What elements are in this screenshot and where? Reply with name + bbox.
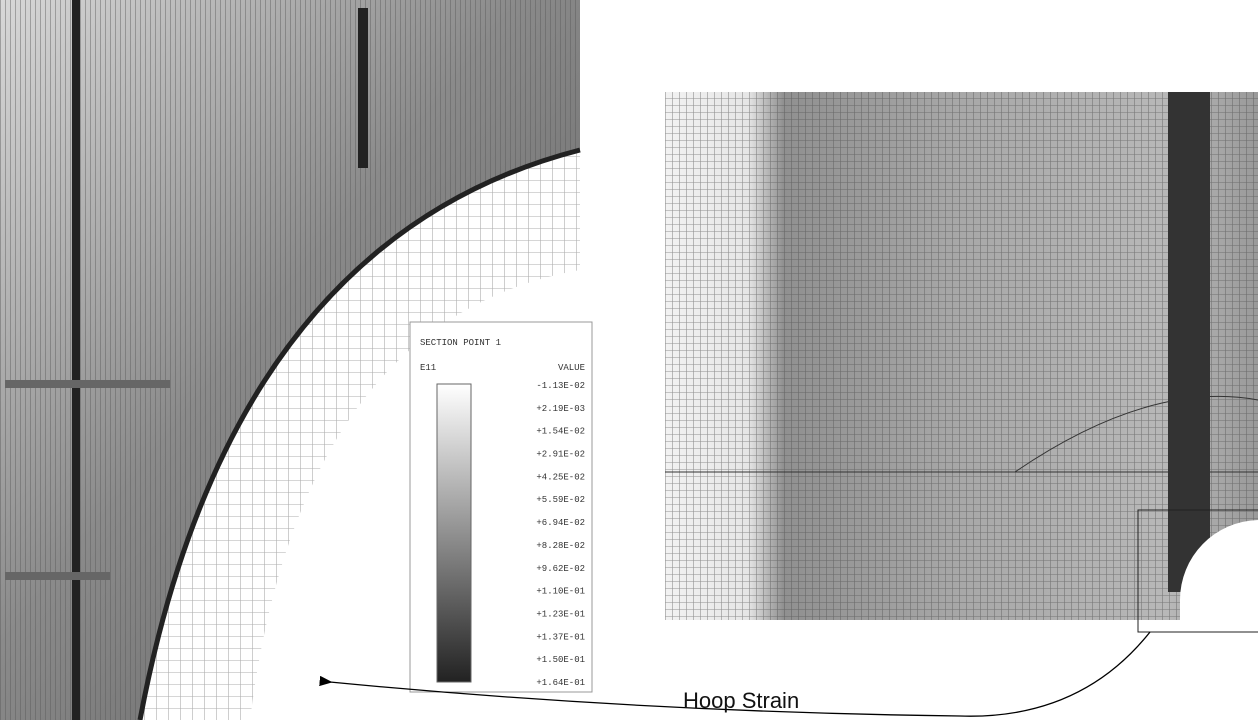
legend-entry: +1.54E-02 [536, 427, 585, 437]
callout-arrow [319, 631, 1151, 717]
legend: SECTION POINT 1 E11 VALUE -1.13E-02 +2.19… [409, 321, 593, 693]
legend-entry: +8.28E-02 [536, 541, 585, 551]
legend-entry: +2.19E-03 [536, 404, 585, 414]
legend-title: SECTION POINT 1 [420, 338, 501, 348]
legend-entry: +1.23E-01 [536, 609, 585, 619]
legend-entry: +1.64E-01 [536, 678, 585, 688]
legend-entry: +2.91E-02 [536, 450, 585, 460]
legend-entry: +9.62E-02 [536, 564, 585, 574]
caption: Hoop Strain [683, 688, 799, 713]
legend-value-header: VALUE [558, 363, 585, 373]
legend-entry: -1.13E-02 [536, 381, 585, 391]
right-mesh [665, 92, 1258, 633]
legend-entry: +4.25E-02 [536, 472, 585, 482]
legend-entry: +6.94E-02 [536, 518, 585, 528]
legend-entry: +1.10E-01 [536, 587, 585, 597]
legend-entry: +1.37E-01 [536, 632, 585, 642]
legend-entry: +1.50E-01 [536, 655, 585, 665]
legend-entry: +5.59E-02 [536, 495, 585, 505]
legend-variable: E11 [420, 363, 436, 373]
